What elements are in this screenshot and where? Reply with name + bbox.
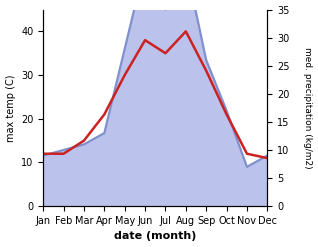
- X-axis label: date (month): date (month): [114, 231, 197, 242]
- Y-axis label: max temp (C): max temp (C): [5, 74, 16, 142]
- Y-axis label: med. precipitation (kg/m2): med. precipitation (kg/m2): [303, 47, 313, 169]
